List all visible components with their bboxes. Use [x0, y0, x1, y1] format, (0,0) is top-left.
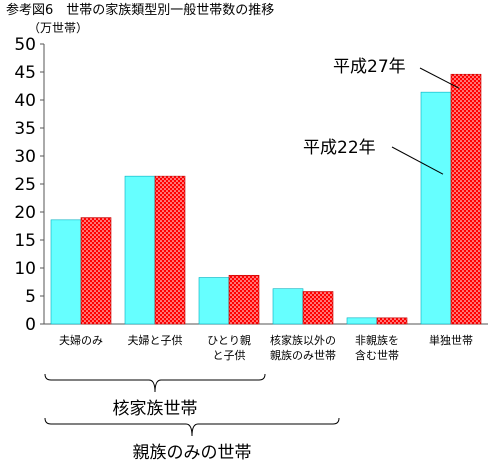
y-tick-label: 45	[14, 63, 36, 83]
series-label: 平成22年	[303, 138, 376, 158]
y-tick-label: 0	[25, 315, 36, 335]
unit-label: （万世帯）	[28, 21, 88, 35]
y-tick-label: 35	[14, 119, 36, 139]
y-tick-label: 20	[14, 203, 36, 223]
bar	[198, 277, 230, 325]
y-tick-label: 50	[14, 35, 36, 55]
group-label: 親族のみの世帯	[133, 443, 252, 463]
category-label: 非親族を含む世帯	[355, 333, 399, 362]
group-label: 核家族世帯	[113, 399, 198, 419]
bar	[420, 91, 452, 325]
category-label: 夫婦と子供	[128, 333, 183, 347]
series-label: 平成27年	[333, 57, 406, 77]
bar	[154, 175, 186, 325]
y-tick-label: 10	[14, 259, 36, 279]
bar	[228, 274, 260, 325]
category-label: ひとり親と子供	[207, 334, 251, 362]
bar	[450, 73, 482, 325]
bars	[50, 73, 482, 325]
series-leader-line	[391, 146, 444, 175]
bar	[124, 175, 156, 325]
bar	[346, 317, 378, 325]
category-label: 核家族以外の親族のみ世帯	[270, 333, 336, 362]
y-tick-label: 30	[14, 147, 36, 167]
y-tick-label: 5	[25, 287, 36, 307]
bar	[376, 317, 408, 325]
grouping-brace	[44, 373, 266, 393]
chart-title: 参考図6 世帯の家族類型別一般世帯数の推移	[6, 2, 274, 18]
category-label: 単独世帯	[429, 333, 473, 347]
category-label: 夫婦のみ	[59, 333, 103, 347]
y-tick-label: 40	[14, 91, 36, 111]
series-leader-line	[419, 67, 460, 89]
bar	[302, 291, 334, 325]
bar	[272, 288, 304, 325]
y-axis: 0 5 10 15 20 25 30 35 40 45 50	[14, 35, 488, 335]
y-tick-label: 15	[14, 231, 36, 251]
bar	[80, 217, 112, 325]
grouping-brace	[44, 417, 340, 437]
y-tick-label: 25	[14, 175, 36, 195]
bar	[50, 219, 82, 325]
